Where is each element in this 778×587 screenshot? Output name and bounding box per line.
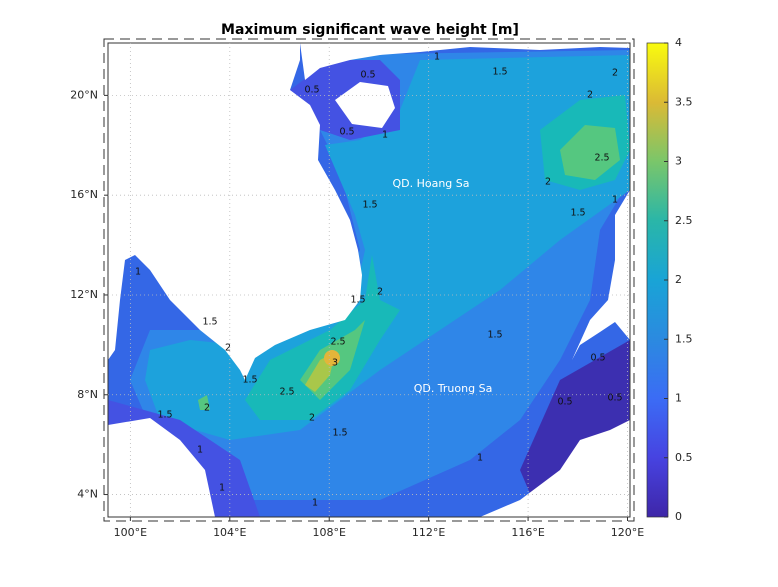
colorbar-tick-label: 2.5 xyxy=(675,214,693,227)
land xyxy=(335,82,395,128)
colorbar-tick-label: 2 xyxy=(675,273,682,286)
x-tick-label: 108°E xyxy=(313,526,346,539)
contour-label: 1.5 xyxy=(202,317,217,328)
colorbar-tick-label: 0.5 xyxy=(675,451,693,464)
land xyxy=(572,190,630,360)
contour-label: 2.5 xyxy=(594,153,609,164)
sea-band xyxy=(560,125,620,180)
map-frame xyxy=(107,42,631,518)
land xyxy=(108,43,362,380)
land xyxy=(108,418,215,517)
contour-label: 2 xyxy=(204,403,210,414)
sea-band xyxy=(245,255,400,420)
contour-label: 1.5 xyxy=(362,200,377,211)
x-tick-label: 104°E xyxy=(213,526,246,539)
contour-label: 1 xyxy=(612,195,618,206)
y-tick-label: 12°N xyxy=(70,288,98,301)
colorbar-tick-label: 0 xyxy=(675,510,682,523)
land xyxy=(300,43,630,80)
y-tick-label: 8°N xyxy=(77,388,98,401)
contour-label: 0.5 xyxy=(304,85,319,96)
contour-label: 2 xyxy=(545,177,551,188)
contour-label: 2 xyxy=(309,413,315,424)
x-tick-label: 120°E xyxy=(611,526,644,539)
title: Maximum significant wave height [m] xyxy=(221,22,519,38)
contour-label: 1.5 xyxy=(350,295,365,306)
contour-label: 1.5 xyxy=(157,410,172,421)
contour-label: 0.5 xyxy=(339,127,354,138)
contour-label: 1.5 xyxy=(242,375,257,386)
contour-label: 0.5 xyxy=(557,397,572,408)
colorbar-tick-label: 3.5 xyxy=(675,95,693,108)
contour-label: 1 xyxy=(382,130,388,141)
contour-label: 2 xyxy=(612,68,618,79)
colorbar-tick-label: 3 xyxy=(675,155,682,168)
sea-band xyxy=(198,395,210,410)
x-tick-label: 116°E xyxy=(511,526,544,539)
colorbar-tick-label: 4 xyxy=(675,36,682,49)
contour-label: 1 xyxy=(477,453,483,464)
contour-label: 1 xyxy=(219,483,225,494)
colorbar-tick-label: 1 xyxy=(675,392,682,405)
x-tick-label: 112°E xyxy=(412,526,445,539)
y-tick-label: 4°N xyxy=(77,488,98,501)
sea-band xyxy=(324,350,340,366)
contour-label: 1 xyxy=(312,498,318,509)
colorbar-tick-label: 1.5 xyxy=(675,332,693,345)
contour-label: 2 xyxy=(377,287,383,298)
x-tick-label: 100°E xyxy=(114,526,147,539)
contour-label: 2 xyxy=(587,90,593,101)
map-fill xyxy=(108,43,630,517)
y-tick-label: 16°N xyxy=(70,188,98,201)
contour-label: 1.5 xyxy=(492,67,507,78)
contour-label: 2.5 xyxy=(279,387,294,398)
contour-label: 1 xyxy=(135,267,141,278)
contour-label: 1 xyxy=(197,445,203,456)
contour-label: 2 xyxy=(225,343,231,354)
contour-label: 0.5 xyxy=(590,353,605,364)
contour-label: 3 xyxy=(332,358,338,369)
y-tick-label: 20°N xyxy=(70,88,98,101)
contour-label: 0.5 xyxy=(607,393,622,404)
map-frame xyxy=(103,38,635,522)
place-label: QD. Hoang Sa xyxy=(392,177,469,190)
place-label: QD. Truong Sa xyxy=(414,382,493,395)
contour-label: 1 xyxy=(434,52,440,63)
contour-label: 0.5 xyxy=(360,70,375,81)
contour-label: 1.5 xyxy=(332,428,347,439)
contour-label: 1.5 xyxy=(487,330,502,341)
contour-label: 2.5 xyxy=(330,337,345,348)
contour-label: 1.5 xyxy=(570,208,585,219)
land xyxy=(480,420,630,517)
